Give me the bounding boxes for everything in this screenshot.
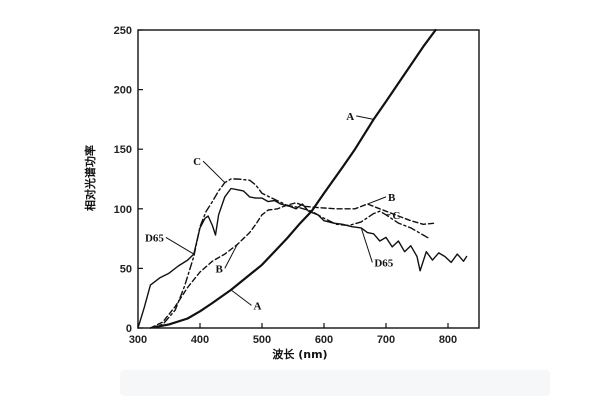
series-line-d65 [137, 187, 468, 329]
y-tick-label: 250 [114, 25, 132, 37]
bottom-band [120, 370, 550, 396]
series-label-a: A [253, 300, 261, 312]
series-label-b: B [388, 192, 396, 204]
series-label-d65: D65 [374, 257, 393, 269]
series-label-a: A [346, 111, 354, 123]
y-tick-label: 150 [114, 144, 132, 156]
series-line-a [155, 28, 437, 328]
series-label-b: B [215, 263, 223, 275]
x-tick-label: 600 [315, 334, 333, 346]
x-axis-title: 波长 (nm) [272, 347, 327, 361]
x-tick-label: 700 [377, 334, 395, 346]
x-tick-label: 800 [439, 334, 457, 346]
y-tick-label: 0 [126, 323, 132, 335]
y-axis-title: 相对光谱功率 [83, 145, 97, 211]
axis-ticks: 300 400 500 600 700 800 0 50 100 150 200 250 [114, 25, 458, 346]
y-tick-label: 50 [120, 263, 132, 275]
plot-frame [137, 29, 480, 329]
x-tick-label: 500 [253, 334, 271, 346]
series-line-b [149, 202, 437, 329]
series-line-c [149, 178, 431, 329]
series-label-c: C [193, 156, 201, 168]
annotation-leader [367, 196, 387, 205]
annotation-leader [202, 160, 226, 183]
y-tick-label: 200 [114, 85, 132, 97]
y-tick-label: 100 [114, 204, 132, 216]
series-layer [137, 28, 468, 329]
series-label-d65: D65 [145, 232, 164, 244]
x-tick-label: 400 [191, 334, 209, 346]
annotation-leader [224, 244, 238, 269]
x-tick-label: 300 [129, 334, 147, 346]
annotation-leader [165, 236, 195, 255]
series-label-c: C [392, 210, 400, 222]
annotation-leader [360, 227, 373, 263]
annotation-leader [356, 115, 374, 120]
annotation-leader [230, 289, 252, 306]
